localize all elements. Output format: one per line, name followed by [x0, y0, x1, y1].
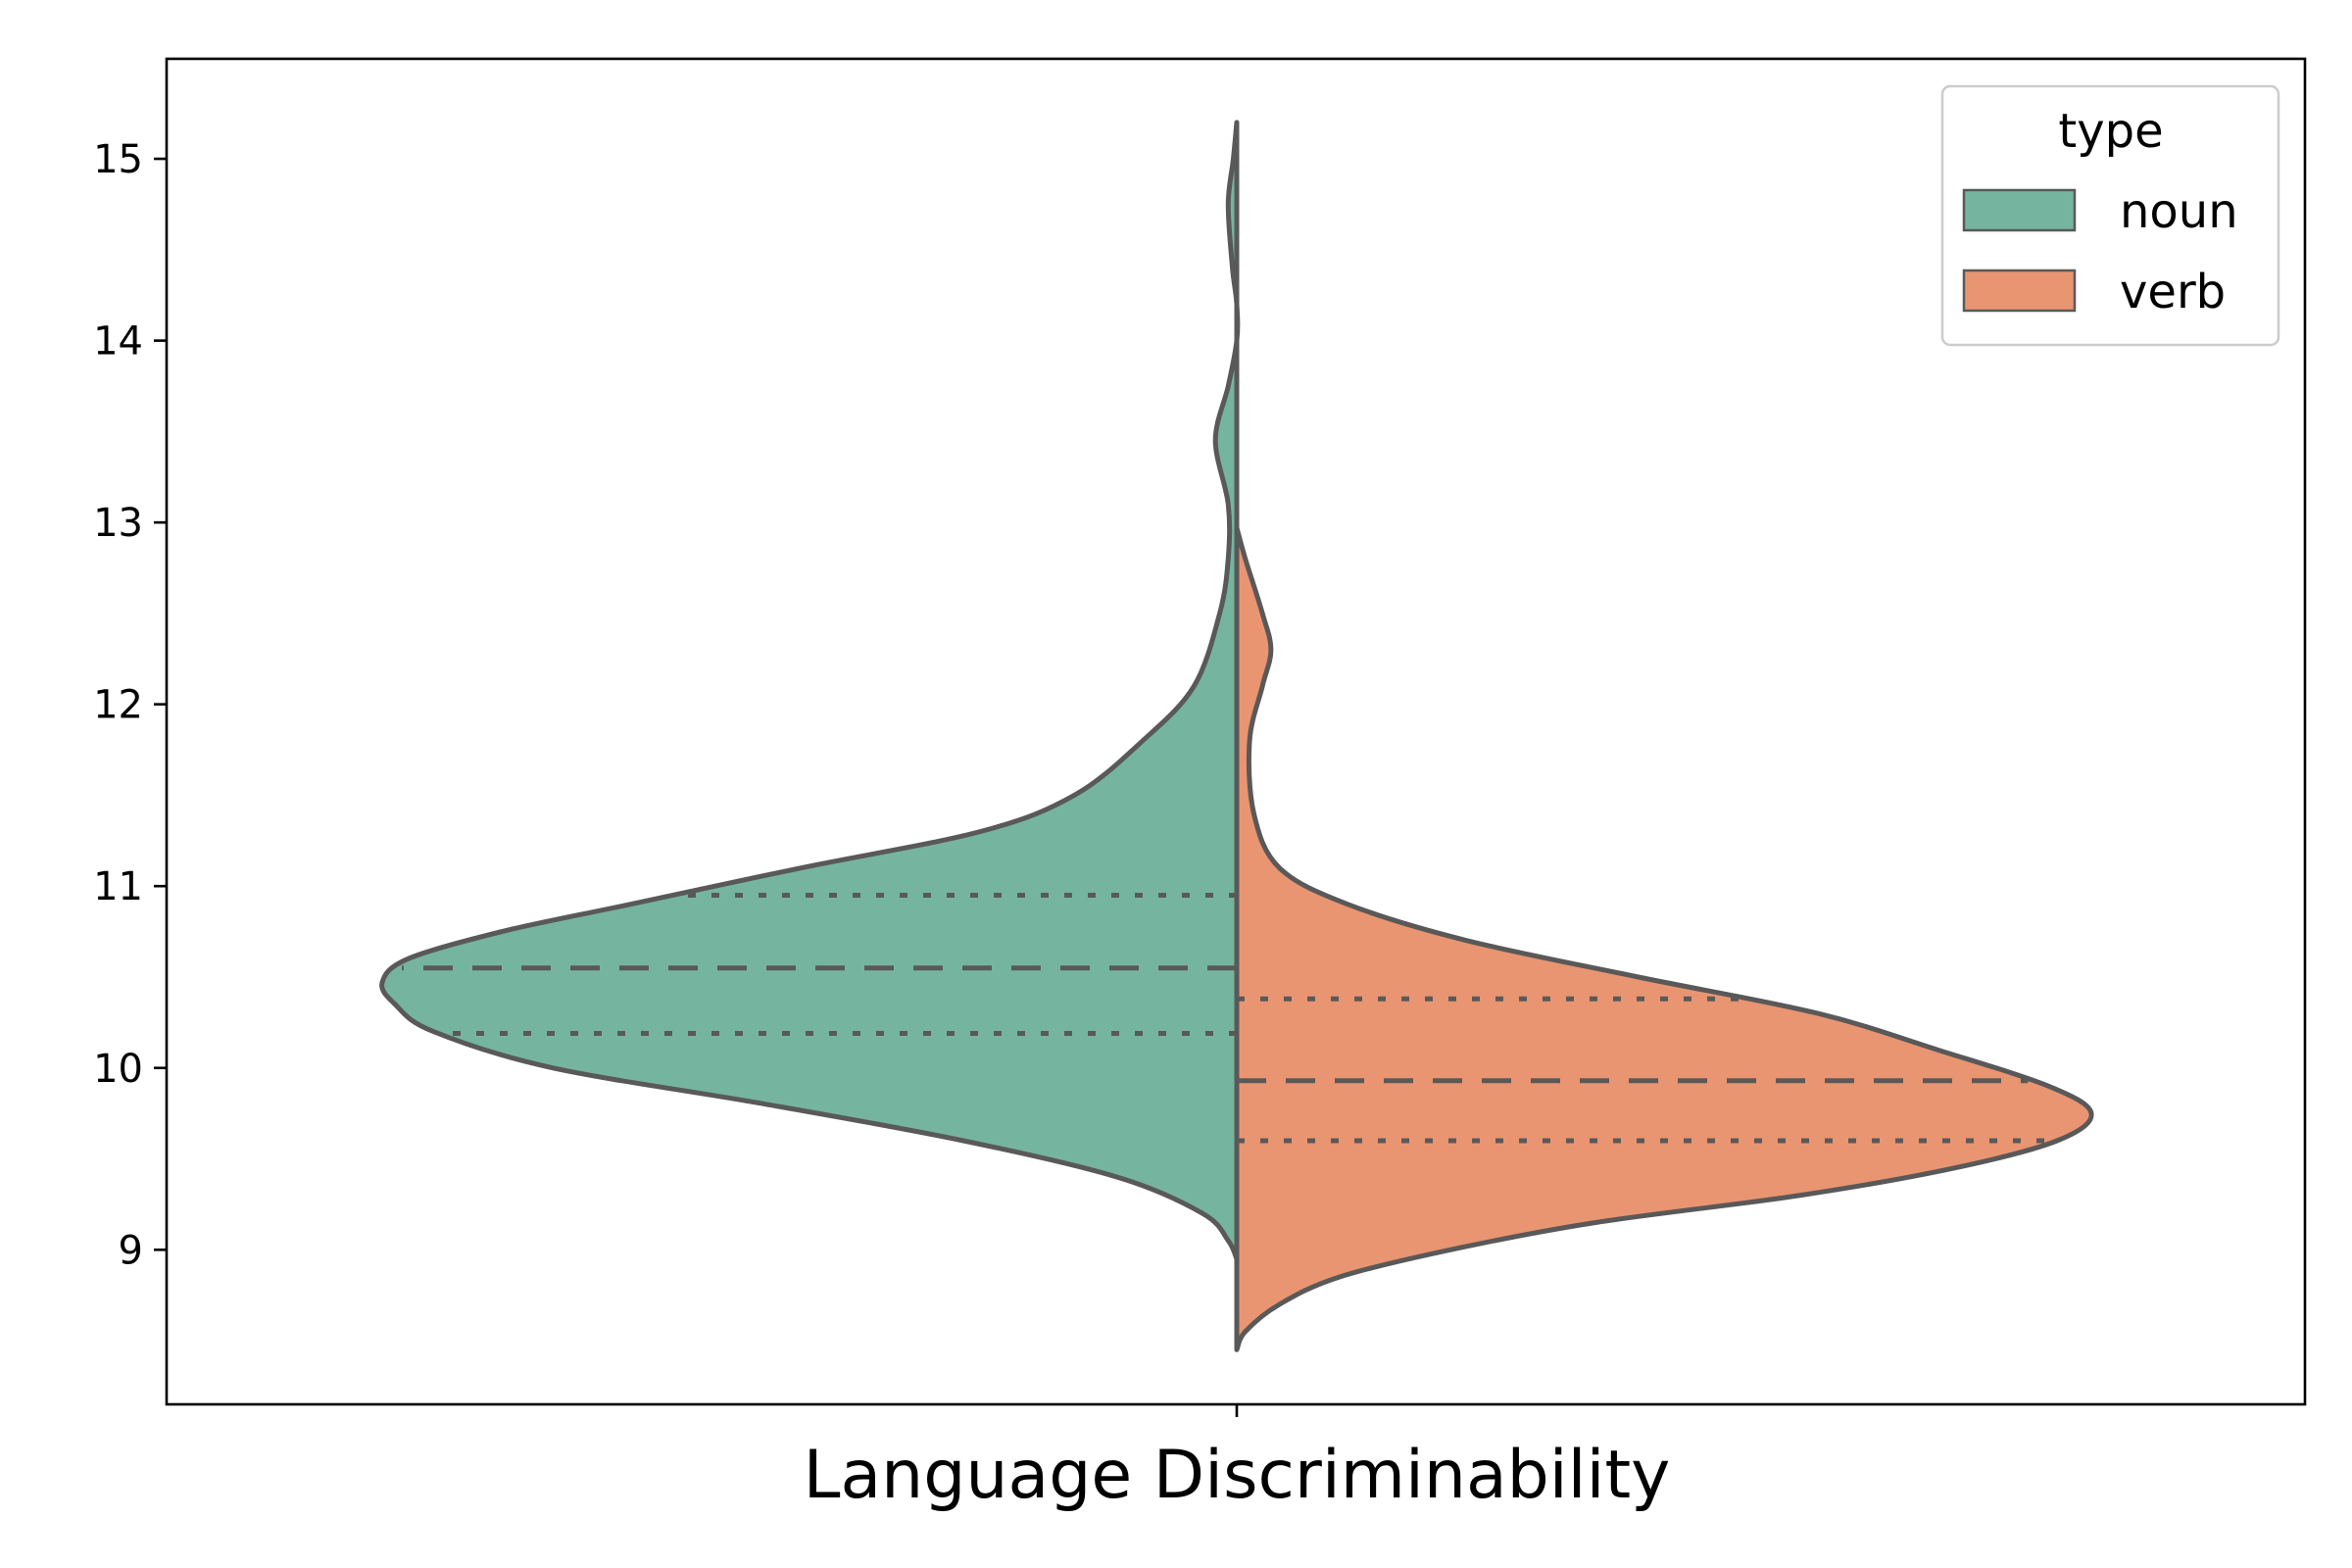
- violins-group: [379, 120, 2094, 1352]
- legend-label-noun: noun: [2120, 184, 2238, 239]
- legend-swatch-noun: [1962, 188, 2077, 232]
- legend-swatch-verb: [1962, 269, 2077, 313]
- legend: type noun verb: [1940, 84, 2280, 347]
- legend-title: type: [2058, 104, 2163, 159]
- x-axis-label: Language Discriminability: [804, 1437, 1671, 1514]
- violin-half-noun: [379, 120, 1241, 1262]
- y-tick-label: 12: [93, 683, 143, 728]
- y-tick-label: 13: [93, 501, 143, 546]
- y-tick-label: 10: [93, 1047, 143, 1092]
- y-axis: 9 10 11 12 13 14 15: [93, 137, 167, 1273]
- y-tick-label: 9: [119, 1228, 143, 1273]
- x-axis: Language Discriminability: [804, 1404, 1671, 1514]
- legend-label-verb: verb: [2120, 265, 2226, 319]
- y-tick-label: 11: [93, 864, 143, 909]
- y-tick-label: 15: [93, 137, 143, 182]
- violin-half-verb: [1234, 525, 2094, 1352]
- quartile-lines-group: [402, 892, 2054, 1144]
- y-tick-label: 14: [93, 319, 143, 365]
